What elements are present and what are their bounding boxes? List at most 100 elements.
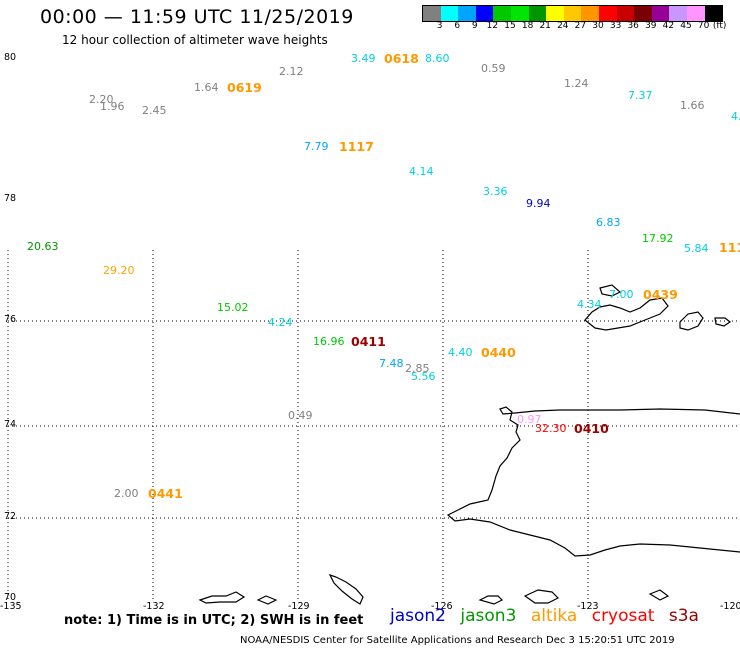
legend-swatch bbox=[528, 6, 547, 21]
legend-label: 30 bbox=[592, 21, 604, 31]
obs-time: 0439 bbox=[643, 287, 678, 302]
legend-swatch bbox=[546, 6, 564, 21]
legend-swatch bbox=[475, 6, 494, 21]
satellite-name: s3a bbox=[668, 606, 699, 626]
lat-label-76: 76 bbox=[4, 314, 16, 325]
swh-value: 0.49 bbox=[288, 409, 313, 422]
legend-swatch bbox=[651, 6, 670, 21]
coast-south-4 bbox=[478, 595, 504, 605]
legend-label: 21 bbox=[539, 21, 551, 31]
obs-time: 0618 bbox=[384, 51, 419, 66]
legend-label: 12 bbox=[486, 21, 499, 31]
obs-time: 0619 bbox=[227, 80, 262, 95]
swh-value: 4.24 bbox=[268, 316, 293, 329]
swh-value: 1.66 bbox=[680, 99, 705, 112]
color-legend-labels: 3 6 9 12 15 18 21 24 27 30 33 36 39 42 45 70 (ft) bbox=[422, 21, 740, 35]
swh-value: 0.59 bbox=[481, 62, 506, 75]
legend-label: 33 bbox=[609, 21, 622, 31]
legend-swatch bbox=[563, 6, 582, 21]
legend-swatch bbox=[616, 6, 635, 21]
island-north-2 bbox=[679, 311, 704, 331]
lon-label-132: -132 bbox=[143, 601, 165, 612]
legend-swatch bbox=[581, 6, 599, 21]
lat-axis-labels: 80 78 76 74 72 70 bbox=[4, 52, 16, 603]
obs-time: 111 bbox=[719, 240, 740, 255]
satellite-name: jason2 bbox=[390, 606, 446, 626]
obs-time: 0441 bbox=[148, 486, 183, 501]
lat-label-72: 72 bbox=[4, 511, 16, 522]
legend-label: 6 bbox=[454, 21, 461, 31]
legend-label: 70 bbox=[697, 21, 710, 31]
swh-value: 3.36 bbox=[483, 185, 508, 198]
swh-value: 1.64 bbox=[194, 81, 219, 94]
swh-value: 4. bbox=[731, 110, 740, 123]
lon-label-129: -129 bbox=[288, 601, 310, 612]
legend-label: 36 bbox=[627, 21, 639, 31]
legend-label: 18 bbox=[521, 21, 534, 31]
swh-value: 0.97 bbox=[517, 413, 542, 426]
satellite-name: jason3 bbox=[460, 606, 517, 626]
legend-label: 39 bbox=[645, 21, 657, 31]
satellite-legend: jason2 jason3 altika cryosat s3a bbox=[390, 606, 708, 626]
color-legend bbox=[422, 5, 724, 22]
swh-value: 3.49 bbox=[351, 52, 376, 65]
swh-value: 2.20 bbox=[89, 93, 114, 106]
legend-swatch bbox=[458, 6, 476, 21]
legend-label: 15 bbox=[504, 21, 516, 31]
observation-times: 0618 0619 1117 111 0439 0411 0440 0410 0… bbox=[148, 51, 740, 501]
swh-value: 4.14 bbox=[409, 165, 434, 178]
coastline bbox=[198, 284, 740, 605]
island-north-3 bbox=[714, 317, 732, 327]
swh-value: 7.79 bbox=[304, 140, 329, 153]
lon-label-123: -123 bbox=[577, 601, 599, 612]
legend-swatch bbox=[493, 6, 511, 21]
swh-value: 5.56 bbox=[411, 370, 436, 383]
lat-label-78: 78 bbox=[4, 193, 16, 204]
legend-label: 42 bbox=[662, 21, 675, 31]
legend-swatch bbox=[510, 6, 529, 21]
legend-label: 45 bbox=[680, 21, 692, 31]
legend-swatch bbox=[440, 6, 459, 21]
swh-value: 16.96 bbox=[313, 335, 345, 348]
legend-label: 24 bbox=[557, 21, 569, 31]
lat-label-70: 70 bbox=[4, 592, 16, 603]
coast-south-6 bbox=[648, 589, 670, 601]
swh-value: 2.12 bbox=[279, 65, 304, 78]
lon-axis-labels: -135 -132 -129 -126 -123 -120 bbox=[0, 601, 740, 612]
lon-label-135: -135 bbox=[0, 601, 22, 612]
coast-south-5 bbox=[523, 589, 560, 604]
legend-swatch bbox=[634, 6, 652, 21]
swh-value: 5.84 bbox=[684, 242, 709, 255]
coast-south-3 bbox=[328, 573, 364, 605]
legend-swatch bbox=[423, 6, 441, 21]
legend-label: 9 bbox=[471, 21, 478, 31]
footnote: note: 1) Time is in UTC; 2) SWH is in fe… bbox=[64, 613, 364, 628]
swh-value: 4.40 bbox=[448, 346, 473, 359]
lon-label-126: -126 bbox=[431, 601, 453, 612]
obs-time: 0410 bbox=[574, 421, 609, 436]
swh-value: 15.02 bbox=[217, 301, 249, 314]
legend-label: 27 bbox=[574, 21, 587, 31]
legend-swatch bbox=[686, 6, 705, 21]
page-title: 00:00 — 11:59 UTC 11/25/2019 bbox=[40, 6, 354, 28]
legend-swatch bbox=[704, 6, 723, 21]
lat-label-80: 80 bbox=[4, 52, 16, 63]
swh-value: 6.83 bbox=[596, 216, 621, 229]
legend-label: (ft) bbox=[712, 21, 727, 31]
coast-south-1 bbox=[198, 591, 246, 604]
swh-value: 2.85 bbox=[405, 362, 430, 375]
legend-swatch bbox=[669, 6, 687, 21]
island-north-1 bbox=[584, 297, 669, 331]
lon-label-120: -120 bbox=[720, 601, 740, 612]
swh-value: 7.00 bbox=[609, 288, 634, 301]
obs-time: 1117 bbox=[339, 139, 374, 154]
island-north-4 bbox=[599, 284, 622, 297]
credit-line: NOAA/NESDIS Center for Satellite Applica… bbox=[240, 635, 675, 646]
swh-value: 1.24 bbox=[564, 77, 589, 90]
swh-value: 7.48 bbox=[379, 357, 404, 370]
swh-value: 1.96 bbox=[100, 100, 125, 113]
wave-height-values: 3.49 8.60 0.59 1.24 7.37 1.66 4. 2.12 1.… bbox=[27, 52, 740, 500]
obs-time: 0411 bbox=[351, 334, 386, 349]
swh-value: 8.60 bbox=[425, 52, 450, 65]
swh-value: 2.45 bbox=[142, 104, 167, 117]
